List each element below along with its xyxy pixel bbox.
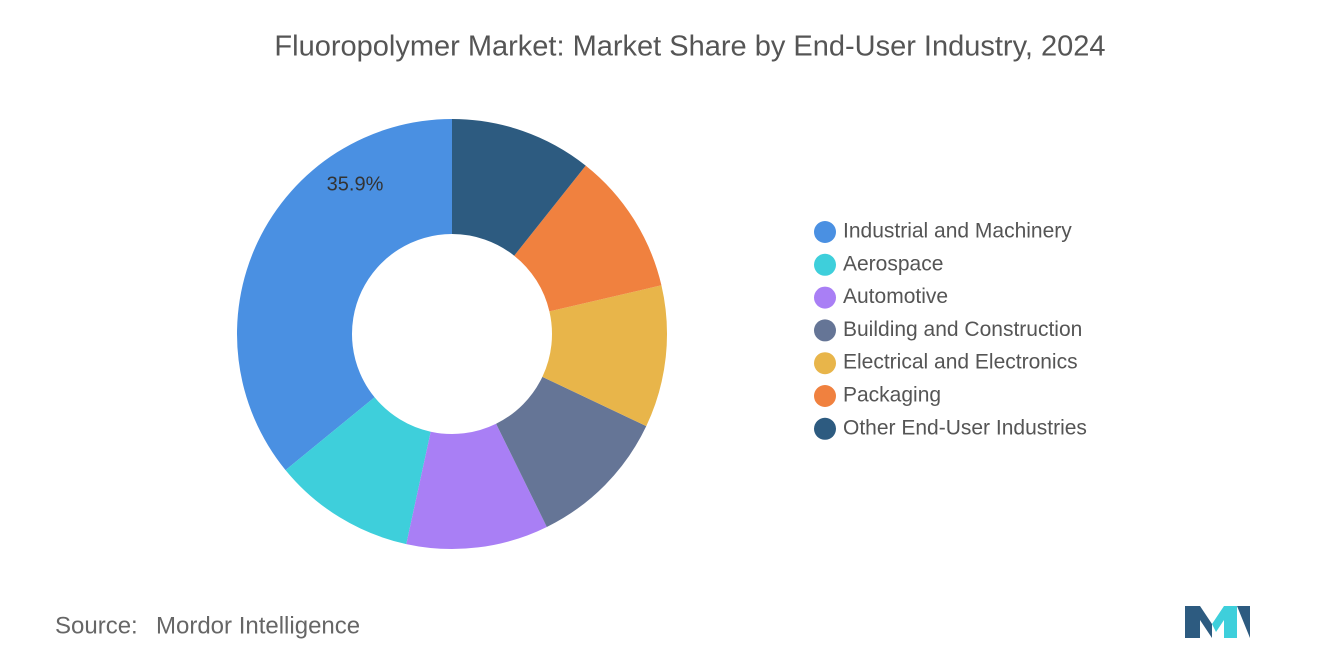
chart-title: Fluoropolymer Market: Market Share by En…: [274, 31, 1105, 63]
legend-swatch: [814, 319, 836, 342]
donut-slice: [285, 397, 431, 545]
legend-swatch: [814, 286, 836, 309]
donut-slice: [237, 119, 452, 471]
legend-swatch: [814, 385, 836, 407]
legend-label: Other End-User Industries: [843, 416, 1087, 439]
source: Mordor Intelligence: [156, 612, 360, 639]
legend-label: Aerospace: [843, 252, 943, 275]
legend-swatch: [814, 417, 836, 440]
logo: [1185, 606, 1250, 638]
legend-label: Automotive: [843, 285, 948, 308]
legend-swatch: [814, 221, 836, 243]
data-label: 35.9%: [327, 174, 384, 196]
legend-label: Electrical and Electronics: [843, 351, 1078, 374]
donut-slice: [496, 376, 647, 527]
donut-slice: [452, 119, 586, 256]
donut-slice: [514, 165, 662, 312]
donut-slice: [406, 423, 547, 549]
legend-label: Building and Construction: [843, 318, 1082, 341]
legend-swatch: [814, 253, 836, 276]
legend-swatch: [814, 352, 836, 375]
legend-label: Packaging: [843, 384, 941, 407]
legend-label: Industrial and Machinery: [843, 220, 1072, 243]
donut-slice: [542, 285, 667, 427]
source-label: Source:: [55, 612, 138, 639]
